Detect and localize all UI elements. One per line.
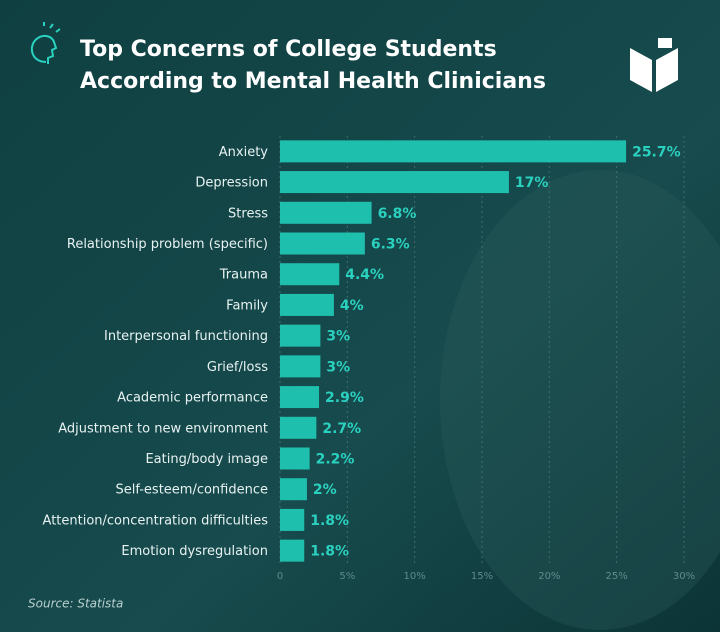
value-label: 2.2% [316, 452, 355, 468]
y-tick-label: Adjustment to new environment [58, 421, 268, 436]
value-label: 3% [326, 359, 350, 375]
x-tick-label: 15% [471, 571, 493, 582]
bar [280, 201, 372, 224]
x-tick-label: 30% [673, 571, 695, 582]
value-label: 2% [313, 482, 337, 498]
bar [280, 478, 307, 501]
bar [280, 386, 320, 409]
value-label: 6.8% [378, 206, 417, 222]
value-label: 17% [515, 175, 549, 191]
y-tick-label: Stress [228, 206, 268, 221]
bar [280, 324, 321, 347]
y-tick-label: Trauma [219, 268, 268, 283]
value-label: 1.8% [310, 544, 349, 560]
source: Source: Statista [28, 597, 123, 611]
value-label: 2.9% [325, 390, 364, 406]
x-tick-label: 20% [538, 571, 560, 582]
value-label: 3% [326, 329, 350, 345]
bar [280, 263, 340, 286]
bar [280, 508, 305, 531]
chart-title: Top Concerns of College Students [80, 37, 497, 62]
bar [280, 539, 305, 562]
bar [280, 140, 627, 163]
logo [630, 38, 678, 92]
y-tick-label: Interpersonal functioning [104, 329, 268, 344]
y-tick-label: Eating/body image [145, 452, 268, 467]
y-tick-label: Relationship problem (specific) [67, 237, 268, 252]
bar [280, 232, 365, 255]
y-tick-label: Anxiety [219, 145, 269, 160]
x-tick-label: 5% [339, 571, 355, 582]
x-tick-label: 25% [606, 571, 628, 582]
x-tick-label: 10% [404, 571, 426, 582]
value-label: 1.8% [310, 513, 349, 529]
bar [280, 355, 321, 378]
chart-title: According to Mental Health Clinicians [80, 69, 546, 94]
y-tick-label: Depression [195, 176, 268, 191]
value-label: 2.7% [322, 421, 361, 437]
y-tick-label: Attention/concentration difficulties [43, 513, 269, 528]
background-shape [440, 170, 720, 630]
value-label: 4% [340, 298, 364, 314]
y-tick-label: Grief/loss [207, 360, 268, 375]
y-tick-label: Academic performance [117, 391, 268, 406]
x-tick-label: 0 [277, 571, 283, 582]
head-icon [30, 22, 61, 64]
y-tick-label: Self-esteem/confidence [116, 483, 269, 498]
bar [280, 416, 317, 439]
value-label: 6.3% [371, 237, 410, 253]
value-label: 25.7% [632, 144, 681, 160]
bar [280, 447, 310, 470]
value-label: 4.4% [345, 267, 384, 283]
y-tick-label: Emotion dysregulation [121, 544, 268, 559]
bar [280, 293, 334, 316]
y-tick-label: Family [226, 298, 268, 313]
bar [280, 171, 509, 194]
